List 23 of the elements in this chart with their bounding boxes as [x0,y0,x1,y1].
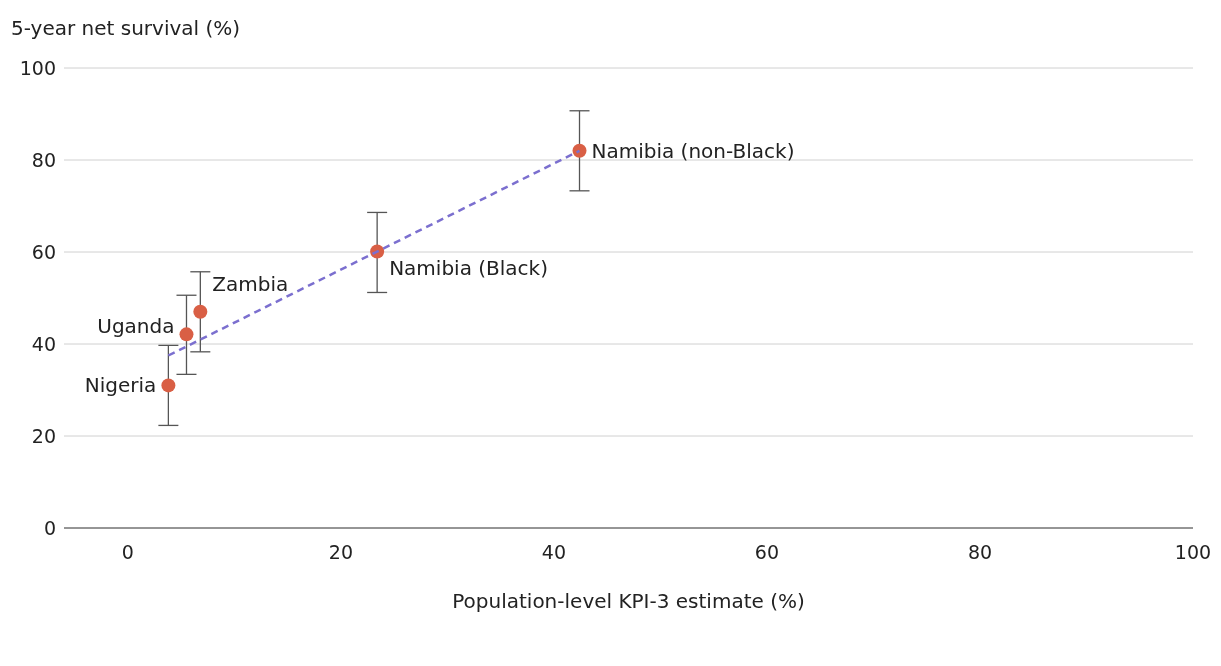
annotation: Namibia (non-Black) [591,138,795,163]
y-tick-label: 40 [31,332,56,355]
y-tick-label: 80 [31,148,56,171]
x-axis-title: Population-level KPI-3 estimate (%) [452,589,805,613]
point [572,143,587,158]
annotation: Zambia [212,271,289,296]
annotation: Nigeria [84,373,157,398]
x-tick-label: 20 [328,541,354,564]
y-tick-label: 100 [19,56,56,79]
y-tick-label: 60 [31,240,56,263]
x-tick-label: 100 [1174,541,1212,564]
x-tick-label: 40 [541,541,567,564]
point [179,327,194,342]
x-tick-label: 60 [754,541,780,564]
y-axis-title: 5-year net survival (%) [11,16,241,40]
point [193,304,208,319]
y-tick-label: 20 [31,424,56,447]
x-tick-label: 80 [967,541,993,564]
point [161,378,176,393]
annotation: Uganda [97,314,175,339]
y-tick-label: 0 [43,516,56,539]
x-tick-label: 0 [121,541,134,564]
annotation: Namibia (Black) [389,255,548,280]
